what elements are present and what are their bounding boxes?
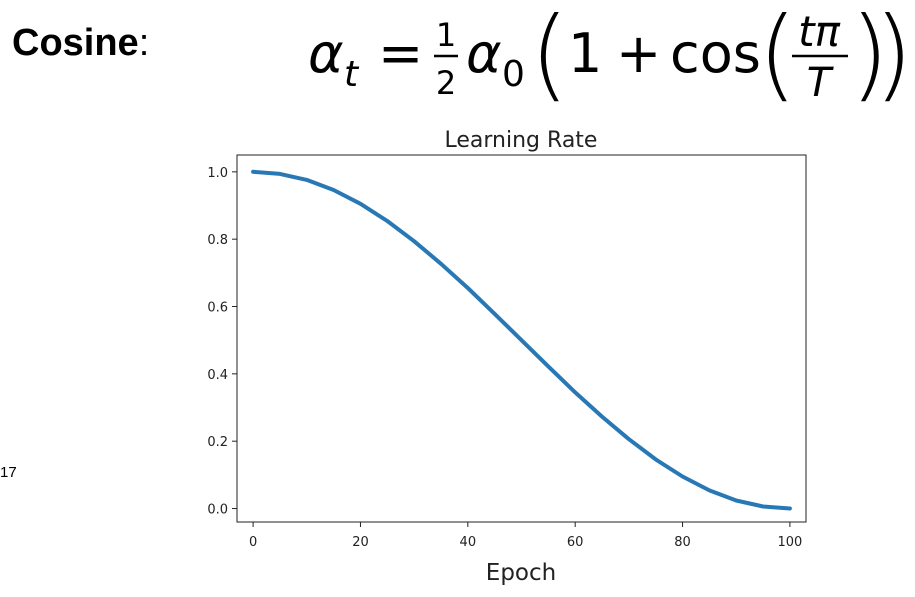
heading-label: Cosine (12, 22, 139, 64)
x-tick-label: 100 (777, 535, 802, 550)
chart-title: Learning Rate (445, 128, 598, 153)
y-tick-label: 0.4 (207, 368, 228, 383)
plot-frame (236, 154, 807, 523)
x-tick-label: 0 (249, 535, 257, 550)
formula-inner-num: tπ (798, 7, 840, 56)
y-tick-label: 1.0 (207, 166, 228, 181)
side-number: 17 (0, 464, 17, 481)
formula-equals: = (378, 22, 423, 85)
x-axis-label: Epoch (486, 560, 556, 586)
formula-sub-t: t (344, 54, 360, 95)
y-tick-label: 0.6 (207, 301, 228, 316)
formula-cos: cos (670, 22, 761, 85)
formula-alpha-0: α (466, 22, 502, 85)
formula-sub-0: 0 (502, 54, 525, 95)
formula-inner-close: ) (850, 0, 889, 110)
learning-rate-line (251, 169, 792, 511)
formula-close-paren: ) (874, 0, 908, 110)
y-tick-label: 0.8 (207, 233, 228, 248)
x-tick-label: 60 (567, 535, 584, 550)
heading: Cosine: (12, 22, 149, 65)
x-tick-label: 80 (674, 535, 691, 550)
y-tick-label: 0.2 (207, 435, 228, 450)
formula-plus: + (616, 22, 661, 85)
heading-colon: : (138, 22, 150, 64)
y-tick-label: 0.0 (207, 503, 228, 518)
formula-frac-num: 1 (436, 16, 456, 54)
formula-open-paren: ( (530, 0, 569, 110)
formula-inner-den: T (807, 60, 835, 106)
cosine-formula: α t = 1 2 α 0 ( 1 + cos ( tπ T ) ) (308, 0, 908, 110)
formula-alpha-t: α (308, 22, 344, 85)
formula-frac-den: 2 (436, 64, 456, 102)
x-tick-label: 20 (352, 535, 369, 550)
formula-inner-open: ( (758, 0, 797, 110)
x-tick-label: 40 (460, 535, 477, 550)
formula-one: 1 (568, 22, 602, 85)
